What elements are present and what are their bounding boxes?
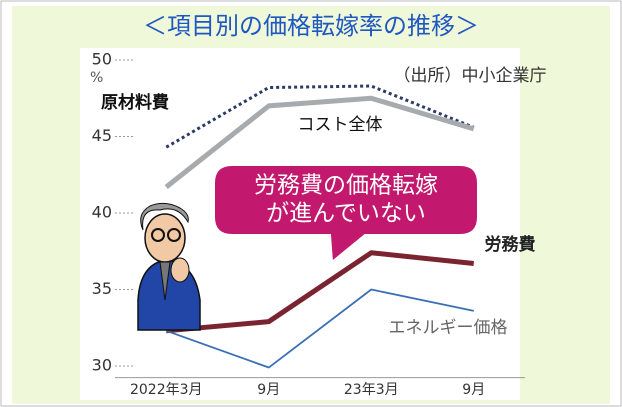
series-label: 原材料費 [101, 92, 169, 113]
chart: ＜項目別の価格転嫁率の推移＞ （出所）中小企業庁 % 労務費の価格転嫁 が進んで… [0, 0, 622, 407]
x-tick-label: 23年3月 [344, 382, 399, 398]
y-tick-label: 50 [92, 50, 112, 69]
callout-text: が進んでいない [266, 201, 426, 227]
y-tick-label: 45 [92, 126, 112, 145]
x-tick-label: 2022年3月 [130, 382, 203, 398]
callout-text: 労務費の価格転嫁 [254, 173, 438, 199]
series-label: 労務費 [485, 234, 536, 255]
y-tick-label: 40 [92, 203, 112, 222]
series-label: コスト全体 [298, 115, 383, 135]
series-label: エネルギー価格 [389, 318, 508, 338]
source-note: （出所）中小企業庁 [394, 66, 547, 86]
x-tick-label: 9月 [257, 382, 280, 398]
x-tick-label: 9月 [462, 382, 485, 398]
y-tick-label: 35 [92, 279, 112, 298]
chart-title: ＜項目別の価格転嫁率の推移＞ [143, 12, 479, 40]
y-tick-label: 30 [92, 356, 112, 375]
y-unit: % [90, 70, 103, 86]
